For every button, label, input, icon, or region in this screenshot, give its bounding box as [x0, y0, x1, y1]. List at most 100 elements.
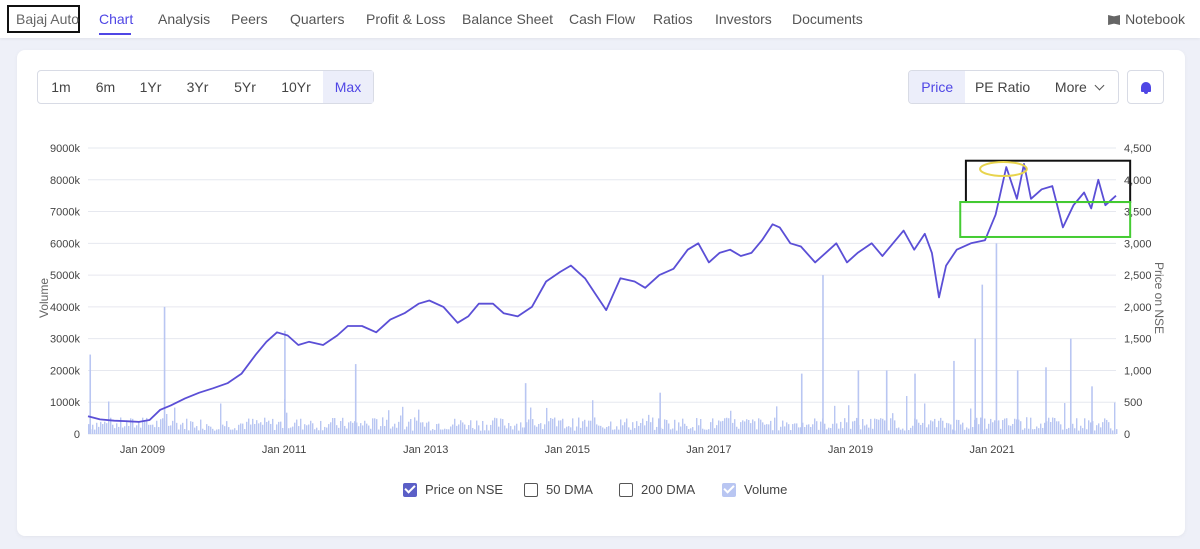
- volume-bar: [576, 426, 578, 434]
- legend-volume-label: Volume: [744, 482, 788, 497]
- volume-bar: [448, 429, 450, 434]
- tab-quarters[interactable]: Quarters: [290, 11, 345, 27]
- volume-bar: [414, 417, 416, 434]
- volume-bar: [676, 430, 678, 434]
- pe-ratio-button[interactable]: PE Ratio: [974, 79, 1031, 95]
- legend-50dma-label: 50 DMA: [546, 482, 593, 497]
- dma50-checkbox[interactable]: [524, 482, 538, 497]
- volume-bar: [546, 407, 548, 434]
- volume-bar: [420, 422, 422, 434]
- volume-bar: [548, 421, 550, 434]
- tab-ratios[interactable]: Ratios: [653, 11, 693, 27]
- volume-bar: [330, 422, 332, 434]
- volume-bar: [404, 429, 406, 434]
- volume-bar: [800, 373, 803, 434]
- tab-documents[interactable]: Documents: [792, 11, 863, 27]
- x-tick-label: Jan 2009: [120, 444, 165, 456]
- volume-bar: [584, 419, 586, 434]
- price-checkbox[interactable]: [403, 482, 417, 497]
- volume-bar: [1016, 419, 1018, 434]
- volume-bar: [532, 419, 534, 434]
- volume-bar: [314, 429, 316, 434]
- y-left-tick-label: 0: [74, 429, 80, 441]
- tab-cash-flow[interactable]: Cash Flow: [569, 11, 636, 27]
- x-tick-label: Jan 2017: [686, 444, 731, 456]
- volume-bar: [694, 430, 696, 434]
- volume-bar: [808, 424, 810, 434]
- volume-bar: [358, 426, 360, 434]
- notebook-label: Notebook: [1125, 11, 1185, 27]
- volume-bar: [878, 419, 880, 434]
- volume-bar: [764, 424, 766, 434]
- green-highlight-box: [959, 201, 1132, 238]
- volume-bar: [918, 422, 920, 434]
- range-5yr-button[interactable]: 5Yr: [234, 79, 256, 95]
- range-3yr-button[interactable]: 3Yr: [186, 79, 209, 95]
- volume-bar: [800, 427, 802, 434]
- volume-bar: [884, 420, 886, 434]
- volume-bar: [222, 424, 224, 434]
- legend-volume[interactable]: Volume: [722, 482, 787, 497]
- volume-bar: [530, 407, 532, 434]
- volume-bar: [628, 427, 630, 434]
- range-10yr-button[interactable]: 10Yr: [281, 79, 311, 95]
- notebook-link[interactable]: Notebook: [1108, 11, 1185, 27]
- volume-bar: [810, 427, 812, 434]
- volume-bar: [990, 418, 992, 434]
- volume-bar: [850, 428, 852, 434]
- company-name[interactable]: Bajaj Auto: [16, 11, 80, 27]
- volume-bar: [150, 424, 152, 434]
- volume-bar: [504, 425, 506, 434]
- x-tick-label: Jan 2011: [262, 444, 306, 456]
- tab-investors[interactable]: Investors: [715, 11, 772, 27]
- volume-bar: [1102, 422, 1104, 434]
- legend-price[interactable]: Price on NSE: [403, 482, 503, 497]
- tab-balance-sheet[interactable]: Balance Sheet: [462, 11, 554, 27]
- volume-bar: [140, 427, 142, 434]
- legend-200dma[interactable]: 200 DMA: [619, 482, 695, 497]
- range-1yr-button[interactable]: 1Yr: [139, 79, 162, 95]
- range-max-button[interactable]: Max: [323, 71, 373, 103]
- yellow-highlight-ellipse: [979, 160, 1028, 177]
- price-button[interactable]: Price: [909, 71, 966, 103]
- range-6m-button[interactable]: 6m: [95, 79, 116, 95]
- volume-bar: [662, 428, 664, 434]
- volume-bar: [1068, 427, 1070, 434]
- volume-bars: [88, 243, 1118, 434]
- volume-bar: [290, 427, 292, 434]
- volume-bar: [426, 422, 428, 434]
- volume-checkbox[interactable]: [722, 482, 736, 497]
- tab-profit-loss[interactable]: Profit & Loss: [366, 11, 446, 27]
- volume-bar: [1048, 417, 1050, 434]
- volume-bar: [388, 410, 390, 434]
- range-1m-button[interactable]: 1m: [51, 79, 71, 95]
- more-dropdown[interactable]: More: [1040, 71, 1118, 103]
- volume-bar: [648, 414, 650, 434]
- volume-bar: [994, 420, 996, 434]
- volume-bar: [948, 423, 950, 434]
- volume-bar: [116, 423, 118, 434]
- x-tick-label: Jan 2013: [403, 444, 448, 456]
- tab-peers[interactable]: Peers: [231, 11, 268, 27]
- tab-chart[interactable]: Chart: [99, 11, 134, 27]
- volume-bar: [442, 429, 444, 434]
- volume-bar: [956, 419, 958, 434]
- volume-bar: [752, 419, 754, 434]
- volume-bar: [136, 425, 138, 434]
- volume-bar: [254, 424, 256, 434]
- tab-analysis[interactable]: Analysis: [158, 11, 211, 27]
- x-tick-label: Jan 2019: [828, 444, 873, 456]
- volume-bar: [338, 427, 340, 434]
- volume-bar: [492, 420, 494, 434]
- volume-bar: [1116, 429, 1118, 434]
- alert-button[interactable]: [1127, 70, 1164, 104]
- volume-bar: [708, 429, 710, 434]
- dma200-checkbox[interactable]: [619, 482, 633, 497]
- volume-bar: [722, 420, 724, 434]
- volume-bar: [718, 420, 720, 434]
- legend-50dma[interactable]: 50 DMA: [524, 482, 593, 497]
- volume-bar: [976, 417, 978, 434]
- volume-bar: [664, 419, 666, 434]
- volume-bar: [704, 429, 706, 434]
- volume-bar: [1060, 424, 1062, 434]
